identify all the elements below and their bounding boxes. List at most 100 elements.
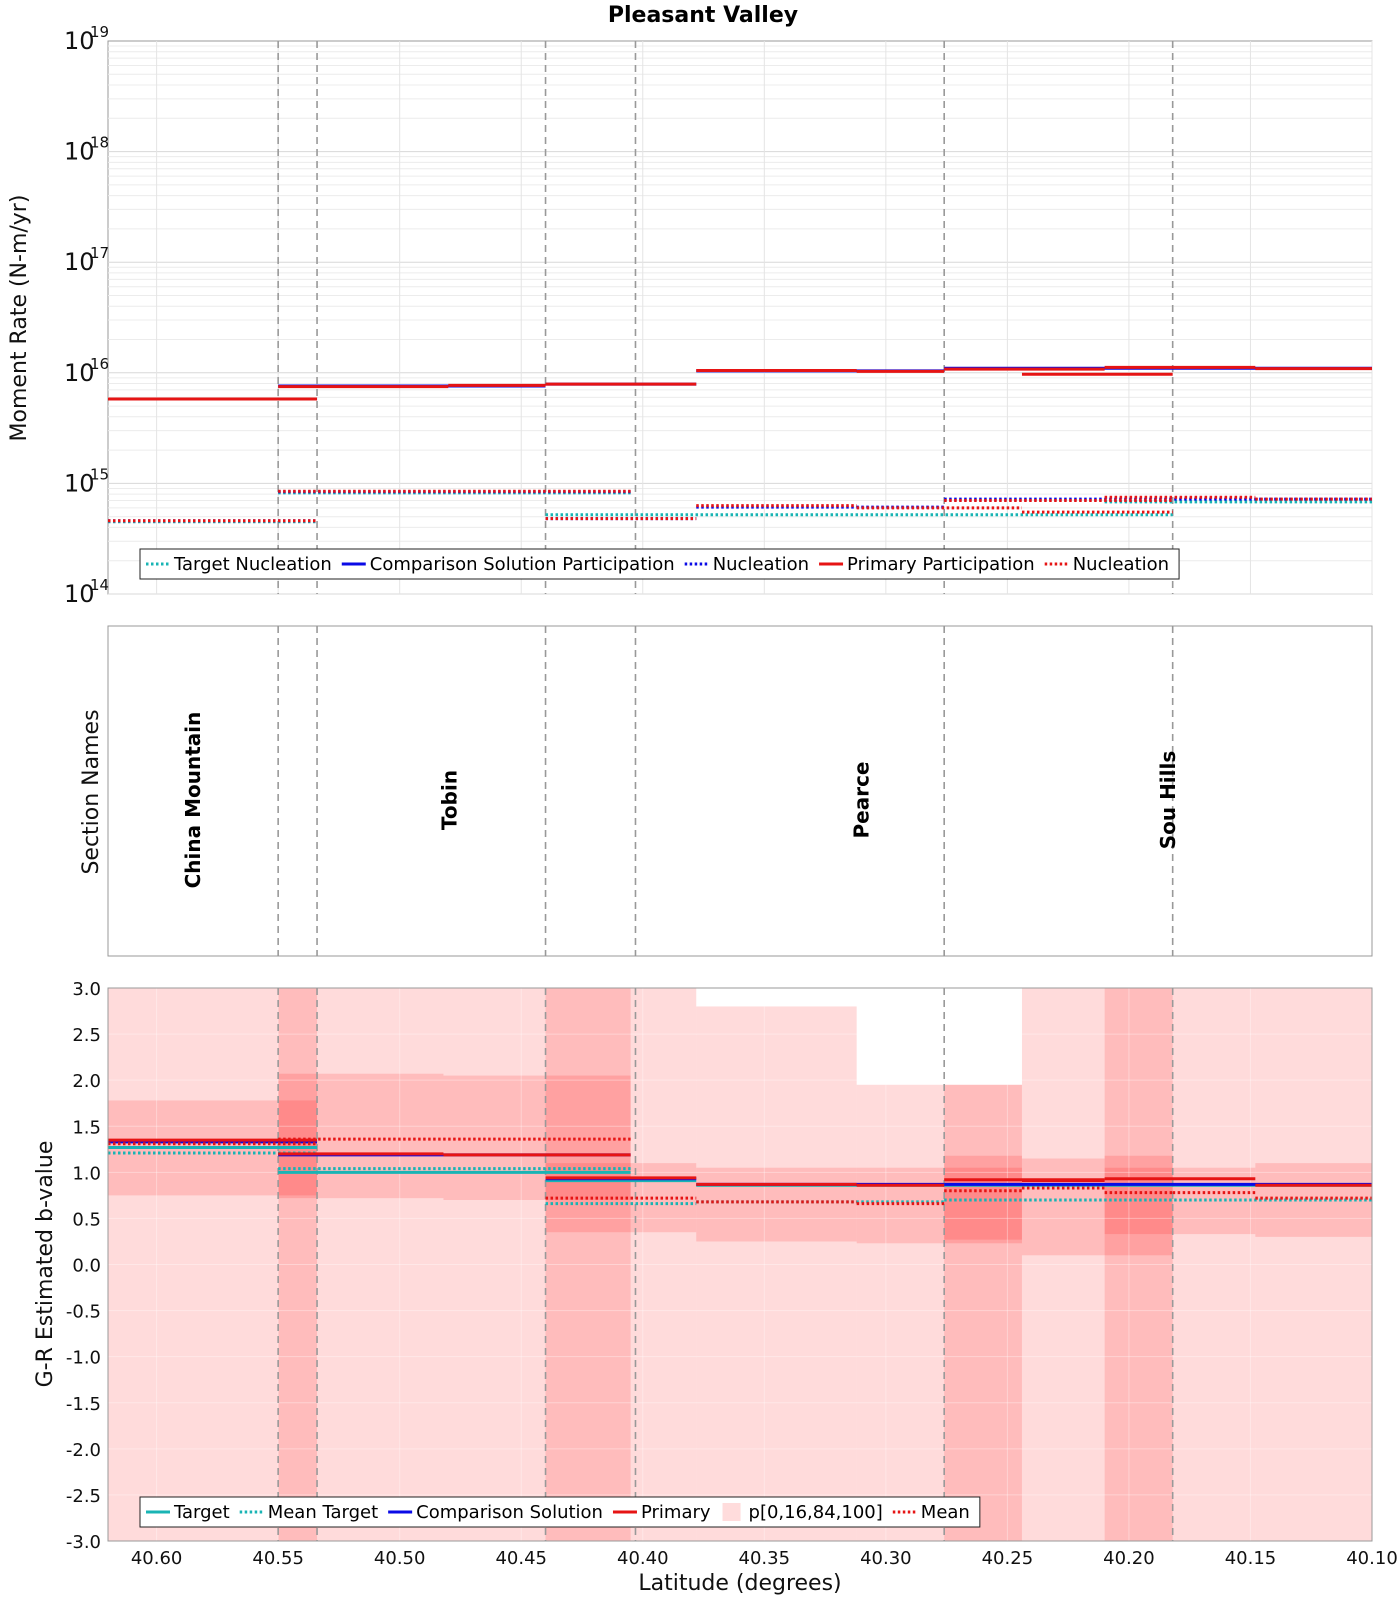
percentile-band-inner xyxy=(1104,1155,1173,1256)
legend-label: p[0,16,84,100] xyxy=(749,1502,883,1523)
percentile-band-inner xyxy=(278,1073,444,1199)
moment-rate-plot-area xyxy=(107,40,1373,595)
y-tick-base: 10 xyxy=(64,248,95,276)
legend-label: Comparison Solution xyxy=(416,1502,603,1523)
b-value-y-axis-label: G-R Estimated b-value xyxy=(33,1141,58,1388)
y-tick-exponent: 14 xyxy=(90,576,109,594)
b-value-y-tick-label: -1.5 xyxy=(66,1394,101,1415)
x-tick-label: 40.60 xyxy=(131,1548,183,1569)
b-value-y-tick-label: 1.5 xyxy=(72,1117,101,1138)
legend-item: Nucleation xyxy=(684,554,809,575)
b-value-y-tick-label: 1.0 xyxy=(72,1163,101,1184)
y-tick-exponent: 15 xyxy=(90,465,109,483)
b-value-series xyxy=(108,1137,1372,1206)
y-tick-base: 10 xyxy=(64,469,95,497)
legend-item: Target xyxy=(146,1502,230,1523)
legend-label: Target xyxy=(173,1502,230,1523)
x-tick-label: 40.55 xyxy=(252,1548,304,1569)
legend-item: Comparison Solution xyxy=(388,1502,603,1523)
legend-item: Mean xyxy=(892,1502,970,1523)
b-value-y-tick-label: -2.0 xyxy=(66,1440,101,1461)
legend-label: Primary xyxy=(641,1502,711,1523)
x-tick-label: 40.15 xyxy=(1225,1548,1277,1569)
percentile-band-inner xyxy=(696,1167,857,1242)
moment-rate-legend: Target Nucleation Comparison Solution Par… xyxy=(139,548,1180,580)
b-value-panel: 3.0 2.5 2.0 1.5 1.0 0.5 0.0 -0.5 -1.0 -1.5 -2.0 -2.… xyxy=(33,979,1398,1596)
chart-title: Pleasant Valley xyxy=(608,3,798,28)
section-label: Sou Hills xyxy=(1156,751,1180,850)
b-value-y-tick-label: 2.5 xyxy=(72,1025,101,1046)
percentile-band-outer xyxy=(443,988,631,1541)
percentile-band-outer xyxy=(1104,988,1173,1541)
section-label: China Mountain xyxy=(181,712,205,889)
y-tick-base: 10 xyxy=(64,27,95,55)
legend-item: Primary xyxy=(612,1502,711,1523)
x-tick-label: 40.30 xyxy=(860,1548,912,1569)
percentile-band-inner xyxy=(1021,1158,1105,1256)
legend-label: Target Nucleation xyxy=(173,554,332,575)
b-value-y-tick-label: 3.0 xyxy=(72,979,101,1000)
legend-box xyxy=(139,548,1180,580)
legend-item: p[0,16,84,100] xyxy=(722,1502,883,1523)
b-value-y-tick-label: -1.0 xyxy=(66,1348,101,1369)
legend-item: Mean Target xyxy=(239,1502,378,1523)
x-tick-label: 40.10 xyxy=(1346,1548,1398,1569)
y-tick-base: 10 xyxy=(64,138,95,166)
x-axis-label: Latitude (degrees) xyxy=(638,1571,841,1596)
b-value-y-tick-label: -2.5 xyxy=(66,1486,101,1507)
percentile-band-outer xyxy=(108,988,318,1541)
x-tick-label: 40.25 xyxy=(982,1548,1034,1569)
legend-item: Target Nucleation xyxy=(146,554,332,575)
legend-item: Nucleation xyxy=(1044,554,1169,575)
legend-label: Comparison Solution Participation xyxy=(370,554,675,575)
section-names-y-axis-label: Section Names xyxy=(79,709,104,874)
x-tick-label: 40.35 xyxy=(739,1548,791,1569)
moment-rate-y-axis-label: Moment Rate (N-m/yr) xyxy=(7,195,32,442)
percentile-band-outer xyxy=(278,988,444,1541)
section-names-panel: China Mountain Tobin Pearce Sou Hills Secti… xyxy=(79,625,1373,957)
b-value-x-ticks: 40.60 40.55 40.50 40.45 40.40 40.35 40.30 40.25… xyxy=(131,1548,1398,1569)
b-value-y-tick-label: 2.0 xyxy=(72,1071,101,1092)
y-tick-base: 10 xyxy=(64,580,95,608)
section-names-plot-area xyxy=(107,625,1373,957)
b-value-y-tick-label: 0.5 xyxy=(72,1209,101,1230)
b-value-y-tick-label: -3.0 xyxy=(66,1532,101,1553)
b-value-plot-area xyxy=(108,988,1372,1541)
percentile-band-outer xyxy=(1104,988,1256,1541)
legend-label: Nucleation xyxy=(713,554,809,575)
b-value-y-ticks: 3.0 2.5 2.0 1.5 1.0 0.5 0.0 -0.5 -1.0 -1.5 -2.0 -2.… xyxy=(66,979,101,1553)
percentile-band-inner xyxy=(944,1155,1022,1240)
x-tick-label: 40.40 xyxy=(617,1548,669,1569)
section-name-labels: China Mountain Tobin Pearce Sou Hills xyxy=(181,712,1180,889)
percentile-band-outer xyxy=(1021,988,1105,1541)
y-tick-exponent: 18 xyxy=(90,134,109,152)
section-names-boundaries xyxy=(277,626,1174,956)
percentile-band-outer xyxy=(944,1084,1022,1541)
y-tick-base: 10 xyxy=(64,359,95,387)
legend-item: Comparison Solution Participation xyxy=(341,554,675,575)
x-tick-label: 40.20 xyxy=(1103,1548,1155,1569)
y-tick-exponent: 17 xyxy=(90,244,109,262)
x-tick-label: 40.50 xyxy=(374,1548,426,1569)
moment-rate-gridlines xyxy=(108,41,1373,595)
x-tick-label: 40.45 xyxy=(495,1548,547,1569)
percentile-band-outer xyxy=(696,1006,857,1541)
percentile-band-outer xyxy=(856,1084,1022,1541)
percentile-band-outer xyxy=(545,988,697,1541)
b-value-percentile-bands xyxy=(108,988,1372,1541)
legend-swatch xyxy=(722,1503,741,1521)
b-value-section-boundaries xyxy=(277,988,1174,1541)
y-tick-exponent: 16 xyxy=(90,355,109,373)
legend-label: Mean Target xyxy=(268,1502,378,1523)
legend-item: Primary Participation xyxy=(819,554,1035,575)
percentile-band-outer xyxy=(1255,988,1372,1541)
